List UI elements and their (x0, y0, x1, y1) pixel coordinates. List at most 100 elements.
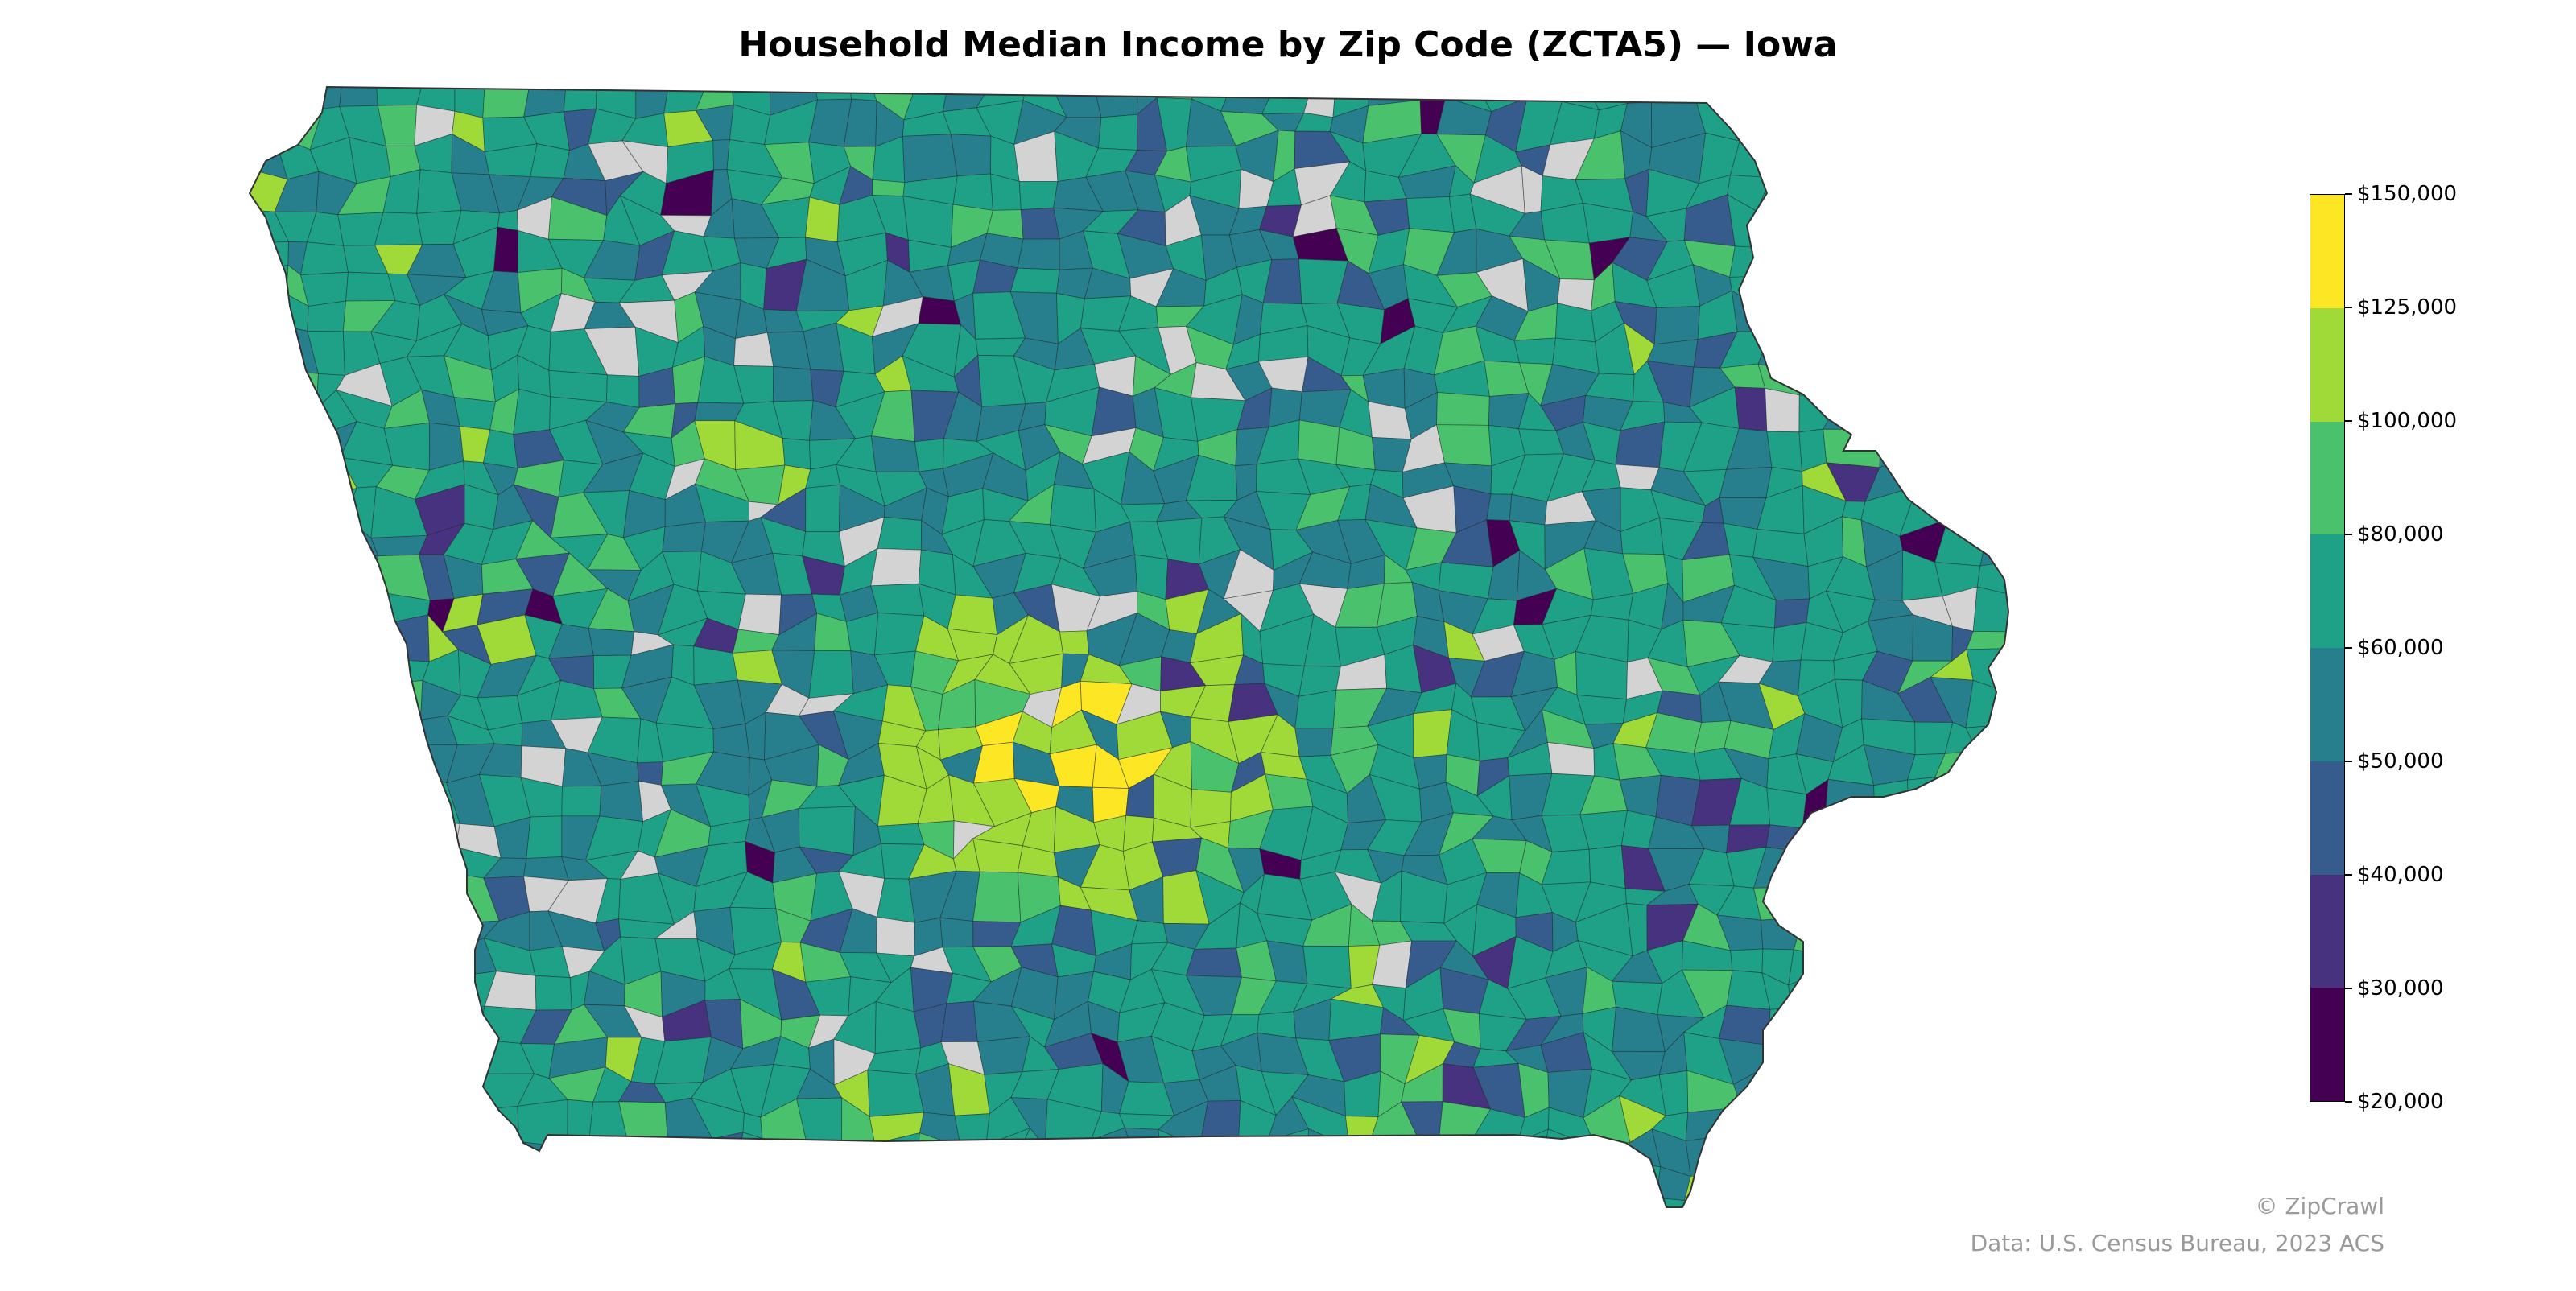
zcta-region (1943, 811, 1983, 856)
zcta-region (271, 650, 301, 687)
zcta-region (370, 909, 431, 956)
zcta-region (947, 594, 998, 636)
zcta-region (338, 944, 374, 987)
zcta-region (588, 1171, 644, 1207)
zcta-region (1966, 914, 2008, 952)
colorbar-tick-mark (2345, 647, 2352, 649)
zcta-region (655, 1159, 708, 1207)
zcta-region (1684, 1200, 1742, 1207)
zcta-region (1894, 87, 1951, 121)
zcta-region (1973, 850, 2008, 889)
zcta-region (940, 1000, 978, 1043)
zcta-region (335, 1168, 382, 1204)
zcta-region (2000, 102, 2008, 140)
zcta-region (1946, 490, 1988, 538)
zcta-region (1759, 291, 1802, 332)
zcta-region (1966, 873, 2008, 921)
zcta-region (513, 388, 551, 435)
zcta-region (870, 583, 925, 617)
zcta-region (1122, 1195, 1174, 1207)
zcta-region (1309, 1198, 1352, 1207)
zcta-region (250, 613, 278, 652)
zcta-region (1902, 1076, 1946, 1112)
zcta-region (1971, 427, 2008, 467)
zcta-region (378, 1037, 420, 1078)
zcta-region (1974, 1068, 2008, 1110)
zcta-region (2007, 825, 2008, 852)
zcta-region (1788, 949, 1829, 986)
zcta-region (1930, 1008, 1981, 1052)
zcta-region (1903, 272, 1951, 312)
zcta-region (250, 241, 289, 272)
zcta-region (405, 1139, 460, 1181)
zcta-region (1546, 741, 1596, 777)
zcta-region (805, 484, 841, 533)
colorbar-tick-label: $60,000 (2357, 636, 2444, 660)
zcta-region (1436, 424, 1492, 467)
zcta-region (1900, 1101, 1955, 1149)
zcta-region (1951, 1137, 1984, 1183)
zcta-region (2011, 424, 2048, 465)
zcta-region (1474, 1200, 1523, 1207)
zcta-region (984, 1194, 1026, 1207)
zcta-region (1787, 228, 1839, 276)
zcta-region (250, 324, 287, 374)
zcta-region (1017, 238, 1060, 270)
zcta-region (561, 785, 602, 817)
zcta-region (1934, 777, 1988, 826)
zcta-region (1858, 360, 1918, 410)
zcta-region (1799, 879, 1842, 922)
zcta-region (456, 1039, 481, 1082)
zcta-region (902, 134, 958, 184)
zcta-region (1899, 1137, 1955, 1166)
zcta-region (269, 1206, 321, 1207)
zcta-region (1873, 142, 1909, 168)
zcta-region (1941, 324, 1986, 370)
zcta-region (275, 680, 303, 721)
zcta-region (517, 1099, 568, 1149)
zcta-region (1945, 272, 1988, 312)
zcta-region (1977, 324, 2008, 376)
zcta-region (1044, 1140, 1104, 1181)
zcta-region (1831, 322, 1872, 361)
zcta-region (1987, 87, 2008, 116)
zcta-region (2015, 358, 2048, 402)
zcta-region (1977, 291, 2008, 341)
zcta-region (1971, 464, 2008, 506)
zcta-region (1903, 231, 1946, 277)
zcta-region (250, 1128, 279, 1178)
zcta-region (250, 813, 288, 844)
zcta-region (270, 970, 324, 1021)
zcta-region (374, 212, 423, 246)
data-source-text: Data: U.S. Census Bureau, 2023 ACS (1970, 1230, 2384, 1256)
zcta-region (766, 331, 811, 370)
zcta-region (341, 877, 393, 919)
zcta-region (285, 843, 322, 885)
colorbar-tick-mark (2345, 307, 2352, 308)
zcta-region (1261, 1169, 1316, 1207)
zcta-region (1653, 305, 1701, 345)
zcta-region (270, 750, 320, 791)
zcta-region (695, 1194, 750, 1207)
zcta-region (1735, 87, 1771, 114)
zcta-region (782, 438, 811, 470)
zcta-region (1951, 1165, 1973, 1196)
zcta-region (444, 1179, 480, 1201)
zcta-region (374, 709, 422, 756)
zcta-region (914, 438, 944, 472)
colorbar-swatch (2310, 761, 2344, 875)
zcta-region (1754, 133, 1806, 179)
zcta-region (1859, 823, 1918, 856)
zcta-region (312, 918, 360, 956)
zcta-region (415, 909, 452, 954)
zcta-region (250, 646, 288, 693)
zcta-region (1858, 978, 1916, 1013)
zcta-region (372, 614, 430, 662)
zcta-region (1796, 1041, 1845, 1078)
zcta-region (453, 397, 496, 431)
zcta-region (250, 369, 287, 406)
zcta-region (1975, 1095, 2008, 1150)
zcta-region (1929, 951, 1986, 975)
zcta-region (618, 1101, 668, 1141)
zcta-region (1823, 228, 1867, 276)
